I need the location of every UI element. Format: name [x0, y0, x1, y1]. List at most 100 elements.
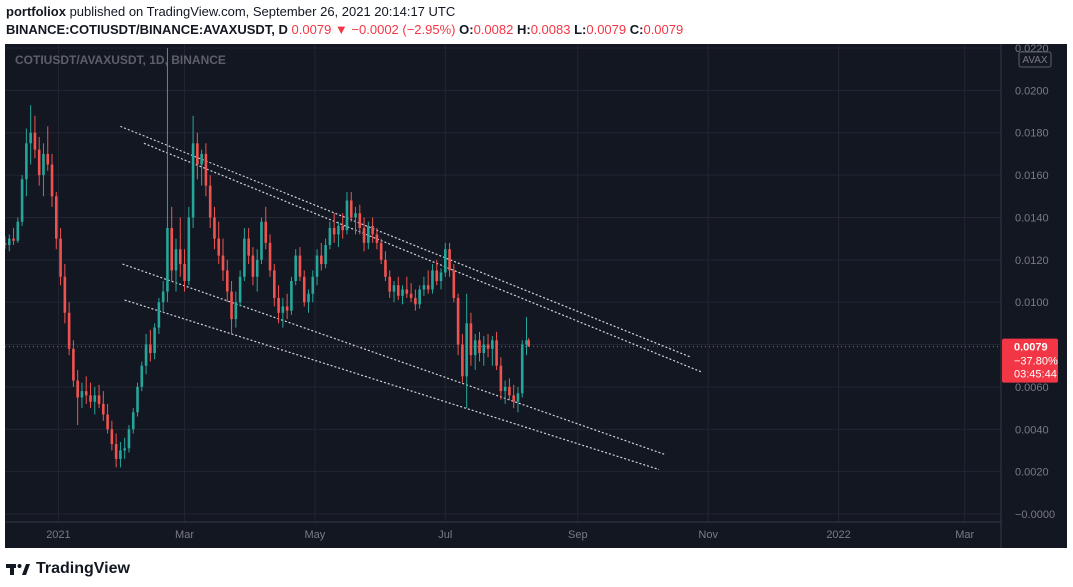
candle-body	[401, 289, 404, 296]
candle-body	[499, 365, 503, 392]
publish-date: published on TradingView.com, September …	[69, 4, 456, 19]
tradingview-logo[interactable]: TradingView	[6, 560, 130, 578]
candle-body	[461, 344, 464, 377]
candle-body	[3, 242, 7, 245]
candle-body	[508, 386, 511, 396]
candle-body	[123, 448, 126, 451]
candle-body	[388, 276, 392, 292]
candle-body	[414, 297, 417, 305]
candle-body	[93, 395, 97, 402]
candle-body	[431, 270, 434, 290]
tradingview-logo-icon	[6, 564, 30, 575]
candle-body	[328, 228, 332, 245]
candle-body	[243, 238, 246, 277]
scale-badge-box[interactable]	[1018, 51, 1052, 68]
candle-body	[302, 276, 306, 303]
candle-body	[478, 340, 481, 354]
candle-body	[247, 238, 250, 256]
candle-body	[486, 344, 490, 349]
candle-body	[435, 270, 439, 281]
down-triangle-icon: ▼	[334, 22, 348, 37]
candle-body	[84, 391, 88, 396]
candle-body	[170, 228, 174, 271]
candle-body	[448, 249, 451, 271]
candle-body	[225, 270, 229, 292]
candle-body	[405, 289, 409, 294]
candle-body	[311, 276, 315, 294]
candle-body	[527, 340, 530, 347]
publish-info: portfoliox published on TradingView.com,…	[6, 4, 455, 19]
candle-body	[290, 281, 293, 311]
x-tick-label: Sep	[568, 529, 588, 541]
candle-body	[392, 285, 396, 292]
candle-body	[525, 340, 528, 345]
candle-body	[375, 234, 379, 243]
candle-body	[161, 291, 165, 303]
open-label: O:	[459, 22, 474, 37]
candle-body	[465, 323, 468, 377]
x-tick-label: May	[305, 529, 326, 541]
channel-trendline[interactable]	[120, 125, 692, 358]
chart-panel[interactable]: 0.0220 0.0200 0.0180 0.0160 0.0140 0.0120 0.01…	[3, 43, 1067, 548]
low-value: 0.0079	[586, 22, 627, 37]
y-tick-label: 0.0200	[1015, 85, 1049, 97]
candle-body	[196, 143, 199, 165]
candle-body	[345, 200, 349, 231]
candle-body	[166, 228, 169, 292]
high-label: H:	[516, 22, 531, 37]
channel-trendline[interactable]	[124, 299, 660, 471]
close-label: C:	[629, 22, 644, 37]
candle-body	[46, 153, 50, 165]
candle-body	[20, 179, 24, 222]
close-value: 0.0079	[643, 22, 684, 37]
y-tick-label: 0.0220	[1015, 44, 1049, 55]
candle-body	[294, 255, 297, 281]
channel-trendline[interactable]	[143, 142, 703, 373]
candle-body	[153, 327, 156, 354]
candle-body	[221, 255, 225, 271]
candle-body	[409, 293, 413, 298]
candlestick-chart[interactable]: 0.0220 0.0200 0.0180 0.0160 0.0140 0.0120 0.01…	[3, 43, 1067, 548]
candle-body	[255, 259, 259, 277]
candle-body	[7, 238, 11, 245]
candle-body	[54, 196, 58, 239]
candle-body	[358, 213, 362, 229]
candle-body	[29, 132, 32, 144]
candle-body	[157, 302, 161, 328]
candle-body	[307, 293, 310, 303]
candle-body	[456, 297, 460, 345]
y-tick-label: −0.0000	[1015, 509, 1055, 521]
candle-body	[76, 380, 79, 398]
candle-body	[491, 340, 494, 349]
candle-body	[234, 302, 238, 320]
candle-body	[50, 164, 54, 197]
candle-body	[72, 348, 75, 381]
candle-body	[396, 285, 400, 296]
candle-body	[418, 289, 421, 305]
candle-body	[443, 249, 447, 273]
symbol-watermark: COTIUSDT/AVAXUSDT, 1D, BINANCE	[15, 53, 226, 67]
y-tick-label: 0.0180	[1015, 128, 1049, 140]
candle-body	[183, 264, 186, 281]
y-tick-label: 0.0020	[1015, 467, 1049, 479]
candle-body	[337, 225, 340, 235]
candle-body	[260, 221, 263, 260]
candle-body	[149, 344, 152, 354]
candle-body	[191, 143, 195, 218]
candle-body	[200, 153, 203, 165]
x-tick-label: Nov	[698, 529, 718, 541]
candle-body	[281, 306, 285, 313]
x-tick-label: Mar	[175, 529, 194, 541]
y-tick-label: 0.0160	[1015, 170, 1049, 182]
candle-body	[516, 393, 520, 402]
candle-body	[341, 225, 344, 231]
ohlc-legend: BINANCE:COTIUSDT/BINANCE:AVAXUSDT, D 0.0…	[6, 22, 683, 37]
candle-body	[114, 444, 118, 459]
candle-body	[136, 386, 139, 413]
candle-body	[439, 272, 443, 281]
candle-body	[277, 297, 280, 313]
candle-body	[354, 213, 357, 218]
low-label: L:	[574, 22, 587, 37]
candle-body	[178, 249, 182, 265]
candle-body	[187, 217, 191, 281]
